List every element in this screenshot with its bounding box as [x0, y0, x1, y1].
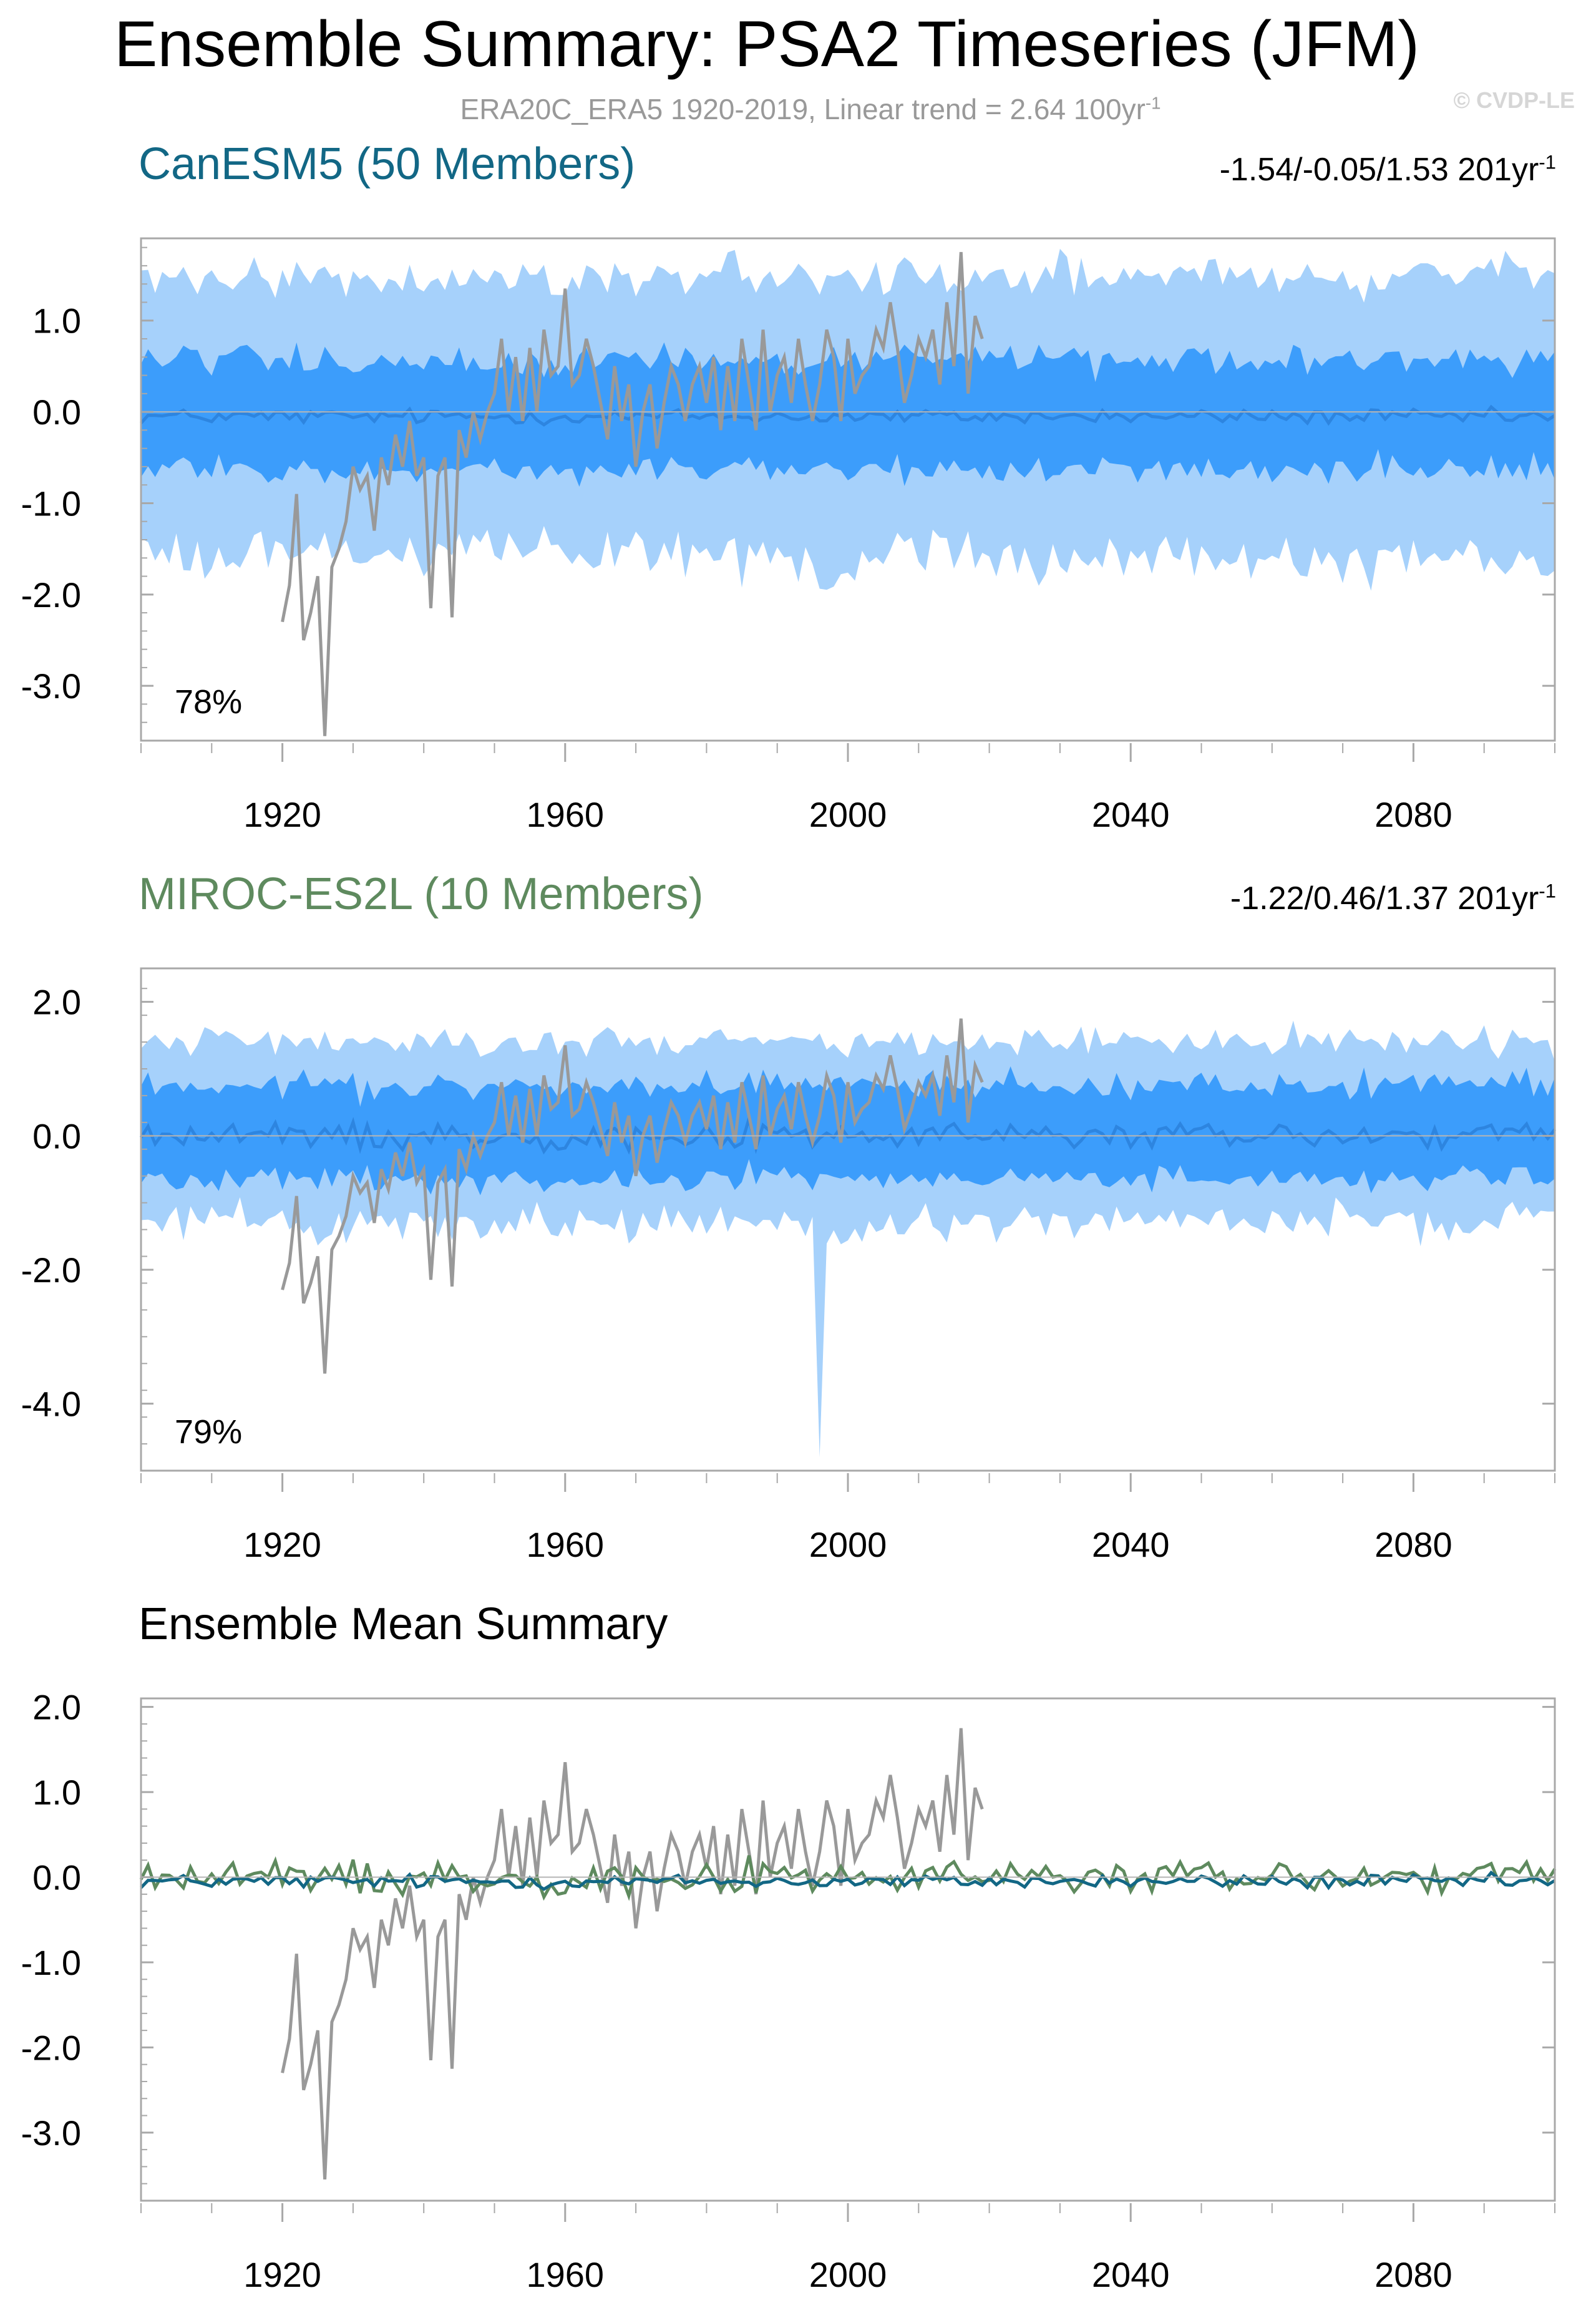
panel-1-percent-label: 78% — [175, 683, 242, 721]
subtitle-text: ERA20C_ERA5 1920-2019, Linear trend = 2.… — [460, 93, 1146, 125]
panel-1-xtick-label: 1960 — [527, 795, 605, 834]
panel-3-observed-line — [281, 1728, 984, 2180]
panel-3-xtick-label: 1920 — [243, 2255, 321, 2294]
subtitle-superscript: -1 — [1145, 93, 1161, 113]
panel-1-frame — [140, 237, 1556, 742]
panel-3-ytick-label: 2.0 — [32, 1688, 81, 1727]
panel-1-ytick-label: -3.0 — [21, 666, 82, 706]
panel-3-title: Ensemble Mean Summary — [139, 1599, 668, 1649]
panel-3-frame — [140, 1697, 1556, 2202]
panel-3-ytick-label: -3.0 — [21, 2113, 82, 2153]
panel-3-ytick-label: 1.0 — [32, 1773, 81, 1812]
panel-2-chart: 2.0 0.0 -2.0 -4.0 1920 1960 2000 2040 2080 79% — [21, 967, 1556, 1564]
panel-1-range: -1.54/-0.05/1.53 201yr-1 — [1220, 151, 1556, 188]
panel-1-ytick-label: 1.0 — [32, 301, 81, 341]
panel-2-range-text: -1.22/0.46/1.37 201yr — [1230, 880, 1539, 917]
panel-1-ytick-label: -1.0 — [21, 484, 82, 523]
panel-2-range-superscript: -1 — [1539, 880, 1556, 902]
panel-1-chart: 1.0 0.0 -1.0 -2.0 -3.0 1920 1960 2000 2040 2080 78… — [21, 237, 1556, 834]
panel-1-xtick-label: 1920 — [243, 795, 321, 834]
panel-3-miroc-mean-line — [139, 1855, 1557, 1901]
panel-3-ytick-label: -1.0 — [21, 1943, 82, 1982]
panel-2-xtick-label: 1960 — [527, 1525, 605, 1564]
panel-3-xtick-label: 1960 — [527, 2255, 605, 2294]
panel-1-ytick-label: 0.0 — [32, 392, 81, 432]
panel-3-ytick-label: -2.0 — [21, 2028, 82, 2067]
panel-2-ytick-label: -4.0 — [21, 1385, 82, 1424]
panel-2-xtick-label: 2080 — [1375, 1525, 1452, 1564]
panel-2-xtick-label: 1920 — [243, 1525, 321, 1564]
panel-3-xtick-label: 2040 — [1092, 2255, 1170, 2294]
panel-1-xtick-label: 2000 — [809, 795, 887, 834]
panel-1-xtick-label: 2080 — [1375, 795, 1452, 834]
panel-1-range-text: -1.54/-0.05/1.53 201yr — [1219, 152, 1539, 188]
panel-3-xtick-label: 2000 — [809, 2255, 887, 2294]
panel-2-range: -1.22/0.46/1.37 201yr-1 — [1230, 880, 1556, 917]
panel-2-ytick-label: -2.0 — [21, 1250, 82, 1290]
panel-1-range-superscript: -1 — [1539, 151, 1556, 173]
subtitle: ERA20C_ERA5 1920-2019, Linear trend = 2.… — [0, 92, 1596, 126]
panel-1-observed-line — [281, 251, 984, 736]
panel-2-ytick-label: 0.0 — [32, 1116, 81, 1156]
page-title: Ensemble Summary: PSA2 Timeseries (JFM) — [114, 8, 1420, 80]
panel-2-title: MIROC-ES2L (10 Members) — [139, 869, 704, 919]
panel-2-ensemble-mean-line — [139, 1113, 1556, 1155]
watermark: © CVDP-LE — [1453, 87, 1575, 113]
panel-1-title: CanESM5 (50 Members) — [139, 139, 636, 189]
panel-3-xtick-label: 2080 — [1375, 2255, 1452, 2294]
panel-2-xtick-label: 2000 — [809, 1525, 887, 1564]
panel-2-inner-band — [141, 1066, 1555, 1195]
panel-2-frame — [140, 967, 1556, 1472]
panel-2-xtick-label: 2040 — [1092, 1525, 1170, 1564]
panel-2-percent-label: 79% — [175, 1413, 242, 1451]
panel-3-chart: 2.0 1.0 0.0 -1.0 -2.0 -3.0 1920 1960 2000 2040 208… — [21, 1688, 1557, 2294]
panel-1-xtick-label: 2040 — [1092, 795, 1170, 834]
panel-2-ytick-label: 2.0 — [32, 983, 81, 1022]
panel-2-observed-line — [281, 1018, 984, 1374]
panel-3-ytick-label: 0.0 — [32, 1858, 81, 1897]
panel-1-ytick-label: -2.0 — [21, 575, 82, 615]
